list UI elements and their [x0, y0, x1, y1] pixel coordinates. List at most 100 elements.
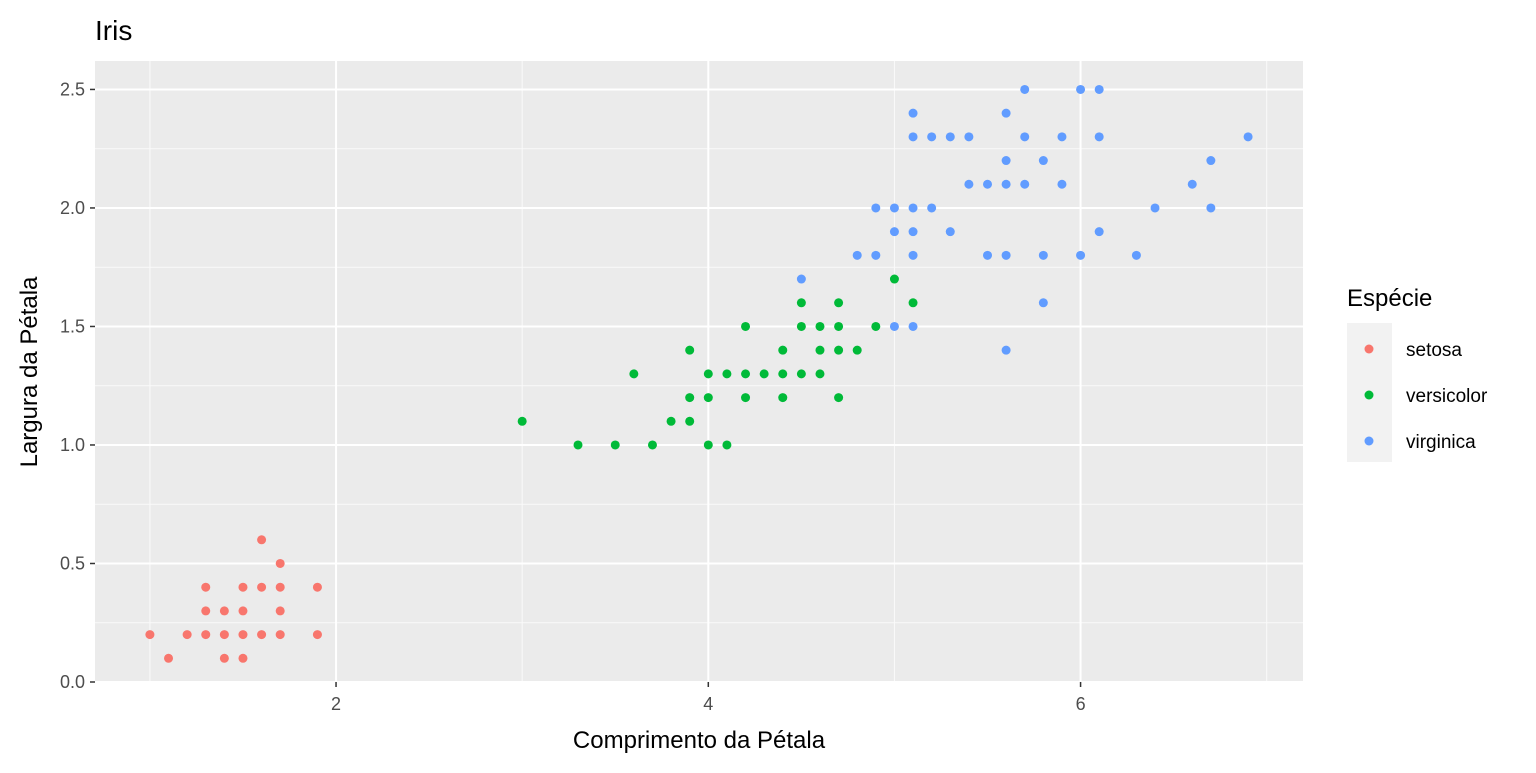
data-point-virginica [1150, 203, 1160, 213]
y-axis-title: Largura da Pétala [16, 276, 43, 467]
data-point-virginica [1038, 298, 1048, 308]
data-point-versicolor [722, 440, 732, 450]
data-point-versicolor [796, 298, 806, 308]
data-point-versicolor [647, 440, 657, 450]
data-point-versicolor [871, 321, 881, 331]
data-point-setosa [312, 582, 322, 592]
data-point-virginica [1187, 179, 1197, 189]
data-point-setosa [238, 582, 248, 592]
legend-label-setosa: setosa [1406, 340, 1462, 361]
data-point-versicolor [852, 345, 862, 355]
data-point-virginica [1131, 250, 1141, 260]
data-point-virginica [1020, 84, 1030, 94]
data-point-versicolor [796, 321, 806, 331]
data-point-virginica [1001, 156, 1011, 166]
x-tick-label: 2 [331, 694, 341, 714]
data-point-versicolor [759, 369, 769, 379]
data-point-versicolor [796, 369, 806, 379]
data-point-versicolor [889, 274, 899, 284]
data-point-setosa [238, 630, 248, 640]
data-point-virginica [796, 274, 806, 284]
data-point-setosa [238, 653, 248, 663]
y-axis: 0.0 0.5 1.0 1.5 2.0 2.5 [60, 79, 95, 692]
data-point-virginica [1057, 132, 1067, 142]
data-point-virginica [1094, 227, 1104, 237]
data-point-setosa [275, 606, 285, 616]
data-point-versicolor [741, 369, 751, 379]
data-point-virginica [1206, 203, 1216, 213]
data-point-versicolor [778, 393, 788, 403]
data-point-setosa [257, 582, 267, 592]
data-point-versicolor [685, 345, 695, 355]
data-point-virginica [889, 203, 899, 213]
data-point-setosa [145, 630, 155, 640]
data-point-virginica [908, 108, 918, 118]
data-point-virginica [964, 132, 974, 142]
y-tick-label: 1.5 [60, 316, 85, 336]
data-point-virginica [927, 203, 937, 213]
data-point-virginica [1001, 108, 1011, 118]
y-tick-label: 0.5 [60, 553, 85, 573]
minor-gridlines [95, 61, 1303, 682]
data-point-virginica [983, 250, 993, 260]
data-point-versicolor [629, 369, 639, 379]
data-point-virginica [1243, 132, 1253, 142]
data-point-setosa [219, 606, 229, 616]
data-point-setosa [257, 630, 267, 640]
data-point-versicolor [722, 369, 732, 379]
data-point-virginica [927, 132, 937, 142]
plot-panel [95, 61, 1303, 682]
data-point-virginica [964, 179, 974, 189]
data-point-virginica [871, 250, 881, 260]
data-point-virginica [889, 321, 899, 331]
x-axis-title: Comprimento da Pétala [573, 727, 826, 754]
data-point-versicolor [573, 440, 583, 450]
data-point-versicolor [778, 369, 788, 379]
data-point-virginica [1057, 179, 1067, 189]
data-point-virginica [983, 179, 993, 189]
series-versicolor [517, 274, 918, 450]
data-point-virginica [1206, 156, 1216, 166]
legend-key-virginica [1364, 436, 1374, 446]
data-point-virginica [908, 203, 918, 213]
data-point-versicolor [778, 345, 788, 355]
data-point-versicolor [834, 298, 844, 308]
data-point-setosa [201, 606, 211, 616]
data-point-virginica [1038, 156, 1048, 166]
data-point-versicolor [685, 416, 695, 426]
data-point-versicolor [666, 416, 676, 426]
legend-key-versicolor [1364, 390, 1374, 400]
data-point-versicolor [815, 369, 825, 379]
data-point-versicolor [815, 345, 825, 355]
data-point-setosa [201, 630, 211, 640]
data-point-setosa [257, 535, 267, 545]
data-point-virginica [908, 132, 918, 142]
data-point-virginica [1001, 250, 1011, 260]
data-point-versicolor [908, 298, 918, 308]
data-point-virginica [889, 227, 899, 237]
data-point-virginica [1020, 179, 1030, 189]
data-point-versicolor [517, 416, 527, 426]
legend-title: Espécie [1347, 285, 1432, 312]
data-point-versicolor [703, 393, 713, 403]
x-tick-label: 6 [1076, 694, 1086, 714]
series-virginica [796, 84, 1253, 355]
data-point-virginica [1076, 84, 1086, 94]
y-tick-label: 2.0 [60, 198, 85, 218]
data-point-versicolor [815, 321, 825, 331]
data-point-virginica [1001, 345, 1011, 355]
y-tick-label: 1.0 [60, 435, 85, 455]
data-point-virginica [1094, 84, 1104, 94]
data-point-setosa [201, 582, 211, 592]
data-point-setosa [238, 606, 248, 616]
data-point-versicolor [685, 393, 695, 403]
legend-label-versicolor: versicolor [1406, 386, 1488, 407]
data-point-versicolor [703, 440, 713, 450]
data-point-virginica [1020, 132, 1030, 142]
data-point-versicolor [834, 345, 844, 355]
data-point-virginica [945, 132, 955, 142]
chart-title: Iris [95, 15, 132, 46]
data-point-versicolor [741, 393, 751, 403]
data-point-virginica [1076, 250, 1086, 260]
